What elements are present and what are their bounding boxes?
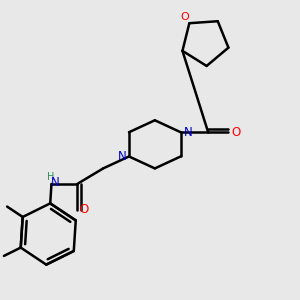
Text: H: H bbox=[47, 172, 55, 182]
Text: O: O bbox=[180, 12, 189, 22]
Text: N: N bbox=[183, 126, 192, 139]
Text: N: N bbox=[51, 176, 60, 189]
Text: O: O bbox=[80, 203, 89, 216]
Text: N: N bbox=[118, 150, 126, 163]
Text: O: O bbox=[231, 126, 240, 139]
